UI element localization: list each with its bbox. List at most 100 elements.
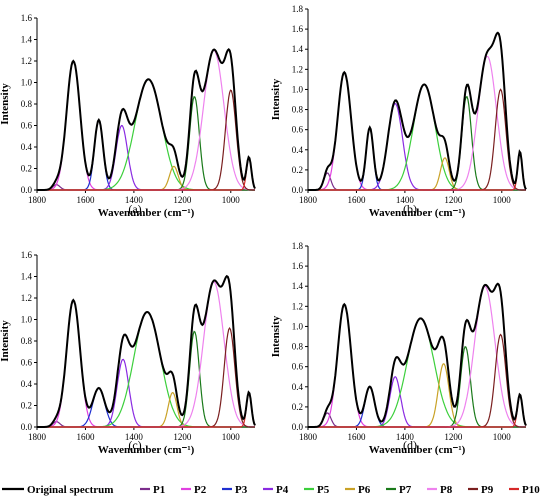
x-tick-label: 1200 bbox=[444, 195, 463, 205]
series-p10-curve bbox=[37, 391, 256, 428]
legend-label: P8 bbox=[440, 484, 453, 496]
y-tick-label: 0.8 bbox=[21, 99, 33, 109]
y-tick-label: 0.6 bbox=[21, 121, 33, 131]
y-tick-label: 1.0 bbox=[292, 321, 304, 331]
series-original-spectrum-curve bbox=[308, 31, 527, 191]
series-p6-curve bbox=[37, 392, 255, 428]
legend-item-p8: P8 bbox=[427, 484, 453, 496]
y-tick-label: 1.0 bbox=[292, 84, 304, 94]
series-p8-curve bbox=[308, 285, 527, 428]
y-tick-label: 0.2 bbox=[292, 165, 303, 175]
legend-label: P3 bbox=[235, 484, 248, 496]
series-original-spectrum-curve bbox=[37, 274, 256, 428]
y-tick-label: 0.4 bbox=[292, 382, 304, 392]
series-p1-curve bbox=[308, 172, 526, 191]
y-tick-label: 1.8 bbox=[292, 4, 304, 14]
legend-item-p1: P1 bbox=[140, 484, 165, 496]
x-axis-title: Wavenumber (cm⁻¹) bbox=[369, 444, 466, 456]
y-axis-title: Intensity bbox=[270, 315, 282, 357]
x-tick-label: 1800 bbox=[28, 432, 47, 442]
y-tick-label: 1.8 bbox=[292, 241, 304, 251]
legend-label: P10 bbox=[522, 484, 540, 496]
y-tick-label: 0.6 bbox=[21, 358, 33, 368]
x-tick-label: 1600 bbox=[347, 195, 366, 205]
y-tick-label: 0.6 bbox=[292, 125, 304, 135]
y-tick-label: 1.2 bbox=[21, 293, 32, 303]
x-tick-label: 1400 bbox=[125, 432, 144, 442]
y-tick-label: 1.6 bbox=[21, 250, 33, 260]
x-tick-label: 1400 bbox=[396, 432, 415, 442]
x-tick-label: 1000 bbox=[222, 432, 241, 442]
y-tick-label: 0.4 bbox=[292, 145, 304, 155]
x-tick-label: 1600 bbox=[76, 195, 95, 205]
legend-label: P2 bbox=[194, 484, 207, 496]
y-tick-label: 0.8 bbox=[292, 105, 304, 115]
series-p9-curve bbox=[308, 333, 526, 428]
legend-label: P9 bbox=[481, 484, 494, 496]
y-tick-label: 1.6 bbox=[292, 261, 304, 271]
series-p3-curve bbox=[37, 118, 255, 191]
series-p10-curve bbox=[308, 394, 527, 428]
legend: Original spectrum P1 P2 P3 P4 P5 P6 P7 P8 P9 P10 bbox=[2, 484, 540, 496]
x-tick-label: 1800 bbox=[28, 195, 47, 205]
legend-label: P5 bbox=[317, 484, 330, 496]
x-tick-label: 1000 bbox=[493, 195, 512, 205]
y-tick-label: 0.8 bbox=[21, 336, 33, 346]
chart-panel-1: 0.0 0.2 0.4 0.6 0.8 1.0 1.2 1.4 1.6 1800 1600 1400 1… bbox=[0, 13, 256, 219]
x-tick-label: 1200 bbox=[444, 432, 463, 442]
x-tick-label: 1000 bbox=[493, 432, 512, 442]
x-axis-title: Wavenumber (cm⁻¹) bbox=[98, 444, 195, 456]
legend-label: P6 bbox=[358, 484, 371, 496]
axis-frame bbox=[307, 9, 526, 191]
x-tick-label: 1800 bbox=[299, 195, 318, 205]
x-tick-label: 1600 bbox=[347, 432, 366, 442]
series-p7-curve bbox=[308, 95, 526, 191]
series-p3-curve bbox=[37, 387, 255, 428]
legend-item-p10: P10 bbox=[509, 484, 540, 496]
y-tick-label: 0.2 bbox=[21, 164, 32, 174]
x-axis-title: Wavenumber (cm⁻¹) bbox=[98, 207, 195, 219]
legend-label: Original spectrum bbox=[27, 484, 113, 496]
legend-label: P1 bbox=[153, 484, 165, 496]
legend-label: P7 bbox=[399, 484, 412, 496]
x-tick-label: 1000 bbox=[222, 195, 241, 205]
series-original-spectrum-curve bbox=[308, 282, 527, 428]
y-tick-label: 0.2 bbox=[21, 401, 32, 411]
chart-panel-3: 0.0 0.2 0.4 0.6 0.8 1.0 1.2 1.4 1.6 1800 1600 1400 1… bbox=[0, 250, 256, 456]
series-p6-curve bbox=[37, 165, 255, 191]
panel-label: (b) bbox=[403, 202, 417, 216]
series-p10-curve bbox=[308, 150, 527, 191]
y-tick-label: 0.6 bbox=[292, 362, 304, 372]
series-p10-curve bbox=[37, 156, 256, 191]
y-tick-label: 1.4 bbox=[21, 272, 33, 282]
legend-label: P4 bbox=[276, 484, 289, 496]
x-tick-label: 1200 bbox=[173, 432, 192, 442]
series-p4-curve bbox=[308, 375, 526, 428]
series-p1-curve bbox=[37, 420, 255, 428]
chart-panel-2: 0.0 0.2 0.4 0.6 0.8 1.0 1.2 1.4 1.6 1.8 1800 1600 14… bbox=[270, 4, 527, 219]
panel-label: (c) bbox=[128, 438, 141, 452]
y-tick-label: 0.4 bbox=[21, 142, 33, 152]
series-p1-curve bbox=[37, 183, 255, 191]
y-tick-label: 1.4 bbox=[292, 44, 304, 54]
y-tick-label: 1.0 bbox=[21, 78, 33, 88]
series-p5-curve bbox=[308, 317, 526, 428]
series-p9-curve bbox=[37, 89, 255, 191]
y-tick-label: 0.0 bbox=[292, 185, 304, 195]
y-tick-label: 1.2 bbox=[292, 301, 303, 311]
legend-item-p3: P3 bbox=[222, 484, 248, 496]
x-tick-label: 1200 bbox=[173, 195, 192, 205]
x-axis-title: Wavenumber (cm⁻¹) bbox=[369, 207, 466, 219]
legend-item-p9: P9 bbox=[468, 484, 494, 496]
legend-item-p2: P2 bbox=[181, 484, 207, 496]
series-p3-curve bbox=[308, 126, 526, 191]
y-tick-label: 1.2 bbox=[292, 64, 303, 74]
y-tick-label: 1.2 bbox=[21, 56, 32, 66]
y-tick-label: 1.0 bbox=[21, 315, 33, 325]
panel-label: (d) bbox=[403, 438, 417, 452]
y-tick-label: 1.4 bbox=[21, 35, 33, 45]
series-p9-curve bbox=[37, 326, 255, 428]
y-tick-label: 0.8 bbox=[292, 342, 304, 352]
y-axis-title: Intensity bbox=[0, 83, 11, 125]
